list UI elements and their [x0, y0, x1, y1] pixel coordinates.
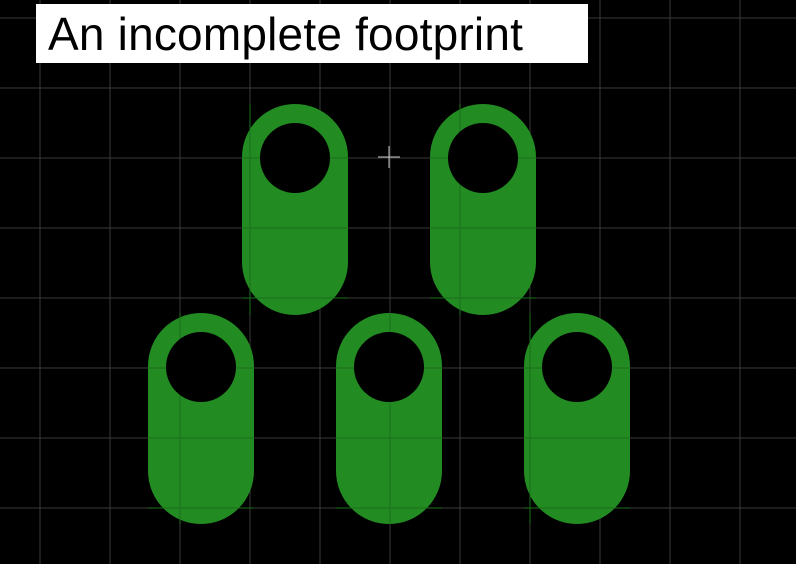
drill-hole: [542, 332, 612, 402]
footprint-pad-4[interactable]: [336, 313, 442, 524]
footprint-pad-1[interactable]: [242, 104, 348, 315]
page-title: An incomplete footprint: [48, 7, 524, 60]
drill-hole: [448, 123, 518, 193]
footprint-pad-3[interactable]: [148, 313, 254, 524]
drill-hole: [354, 332, 424, 402]
title-box: An incomplete footprint: [36, 4, 588, 63]
footprint-pad-5[interactable]: [524, 313, 630, 524]
drill-hole: [260, 123, 330, 193]
drill-hole: [166, 332, 236, 402]
footprint-pad-2[interactable]: [430, 104, 536, 315]
